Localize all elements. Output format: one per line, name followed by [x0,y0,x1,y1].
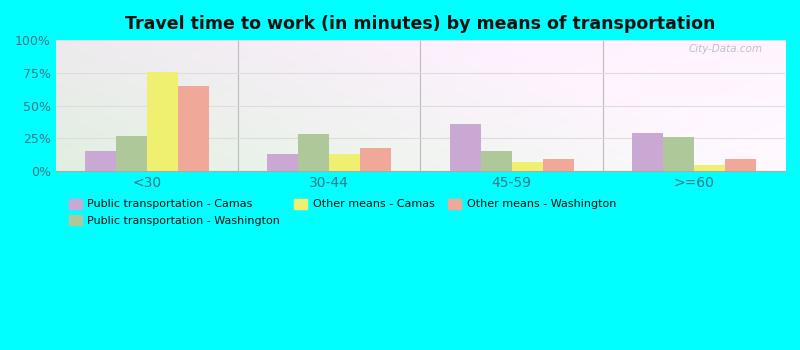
Legend: Public transportation - Camas, Public transportation - Washington, Other means -: Public transportation - Camas, Public tr… [69,199,616,226]
Bar [360,147,391,171]
Bar [267,154,298,171]
Bar [663,137,694,171]
Bar [632,133,663,171]
Bar [178,86,209,171]
Bar [542,159,574,171]
Bar [511,162,542,171]
Bar [298,134,330,171]
Bar [116,136,147,171]
Text: City-Data.com: City-Data.com [689,44,763,54]
Bar [330,154,360,171]
Bar [450,124,481,171]
Bar [725,159,756,171]
Bar [147,71,178,171]
Title: Travel time to work (in minutes) by means of transportation: Travel time to work (in minutes) by mean… [125,15,715,33]
Bar [694,164,725,171]
Bar [85,152,116,171]
Bar [481,152,511,171]
